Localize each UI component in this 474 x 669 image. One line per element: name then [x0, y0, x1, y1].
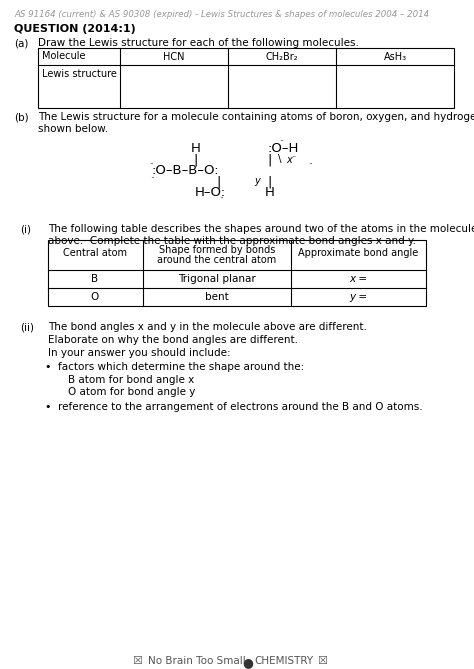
Text: ☒: ☒	[317, 656, 327, 666]
Text: above.  Complete the table with the approximate bond angles x and y.: above. Complete the table with the appro…	[48, 236, 416, 246]
Text: AS 91164 (current) & AS 90308 (expired) - Lewis Structures & shapes of molecules: AS 91164 (current) & AS 90308 (expired) …	[14, 10, 429, 19]
Text: (a): (a)	[14, 38, 28, 48]
Text: QUESTION (2014:1): QUESTION (2014:1)	[14, 24, 136, 34]
Text: |: |	[217, 175, 221, 188]
Text: \: \	[278, 154, 282, 164]
Text: B atom for bond angle x: B atom for bond angle x	[68, 375, 194, 385]
Text: H: H	[191, 142, 201, 155]
Text: O: O	[91, 292, 99, 302]
Text: No Brain Too Small: No Brain Too Small	[148, 656, 246, 666]
Text: |: |	[194, 153, 198, 166]
Text: |: |	[268, 153, 272, 166]
Text: around the central atom: around the central atom	[157, 255, 277, 265]
Text: |: |	[268, 175, 272, 188]
Text: x: x	[286, 155, 292, 165]
Text: reference to the arrangement of electrons around the B and O atoms.: reference to the arrangement of electron…	[58, 402, 423, 412]
Text: bent: bent	[205, 292, 229, 302]
Text: ··: ··	[292, 153, 297, 162]
Text: AsH₃: AsH₃	[383, 52, 407, 62]
Text: x =: x =	[349, 274, 367, 284]
Text: (ii): (ii)	[20, 322, 34, 332]
Text: (i): (i)	[20, 224, 31, 234]
Text: The Lewis structure for a molecule containing atoms of boron, oxygen, and hydrog: The Lewis structure for a molecule conta…	[38, 112, 474, 122]
Text: Approximate bond angle: Approximate bond angle	[298, 248, 418, 258]
Text: H: H	[265, 186, 275, 199]
Text: The following table describes the shapes around two of the atoms in the molecule: The following table describes the shapes…	[48, 224, 474, 234]
Text: In your answer you should include:: In your answer you should include:	[48, 348, 231, 358]
Text: Lewis structure: Lewis structure	[42, 69, 117, 79]
Text: ●: ●	[243, 656, 254, 669]
Text: •: •	[44, 362, 51, 372]
Text: factors which determine the shape around the:: factors which determine the shape around…	[58, 362, 304, 372]
Text: :O–B–B–O:: :O–B–B–O:	[152, 164, 219, 177]
Text: The bond angles x and y in the molecule above are different.: The bond angles x and y in the molecule …	[48, 322, 367, 332]
Text: ··: ··	[150, 174, 155, 183]
Text: B: B	[91, 274, 99, 284]
Text: (b): (b)	[14, 112, 28, 122]
Text: ☒: ☒	[132, 656, 142, 666]
Text: Draw the Lewis structure for each of the following molecules.: Draw the Lewis structure for each of the…	[38, 38, 359, 48]
Text: •: •	[44, 402, 51, 412]
Text: Trigonal planar: Trigonal planar	[178, 274, 256, 284]
Text: ··: ··	[219, 194, 224, 203]
Bar	[48, 240, 426, 306]
Text: Shape formed by bonds: Shape formed by bonds	[159, 245, 275, 255]
Text: H–O:: H–O:	[195, 186, 226, 199]
Text: Central atom: Central atom	[63, 248, 127, 258]
Text: O atom for bond angle y: O atom for bond angle y	[68, 387, 195, 397]
Text: ··: ··	[279, 137, 284, 146]
Text: CHEMISTRY: CHEMISTRY	[254, 656, 313, 666]
Text: ··: ··	[149, 160, 154, 169]
Text: y =: y =	[349, 292, 367, 302]
Text: ··: ··	[308, 160, 313, 169]
Text: HCN: HCN	[163, 52, 185, 62]
Text: :O–H: :O–H	[268, 142, 300, 155]
Text: y: y	[254, 176, 260, 186]
Text: Molecule: Molecule	[42, 51, 85, 61]
Bar	[38, 48, 454, 108]
Text: shown below.: shown below.	[38, 124, 108, 134]
Text: Elaborate on why the bond angles are different.: Elaborate on why the bond angles are dif…	[48, 335, 298, 345]
Text: CH₂Br₂: CH₂Br₂	[266, 52, 298, 62]
